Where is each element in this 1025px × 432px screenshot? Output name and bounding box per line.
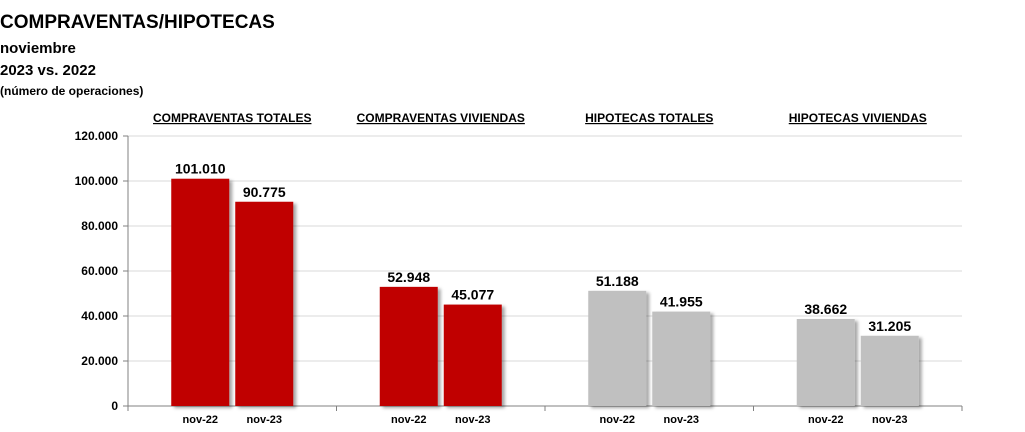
bar: [235, 201, 294, 406]
y-tick-label: 100.000: [75, 174, 119, 188]
y-tick-label: 80.000: [81, 219, 118, 233]
data-label: 51.188: [596, 273, 639, 289]
bar: [171, 178, 230, 406]
data-label: 101.010: [175, 161, 226, 177]
y-tick-label: 40.000: [81, 309, 118, 323]
chart-subtitle-units: (número de operaciones): [0, 84, 144, 98]
group-label: COMPRAVENTAS TOTALES: [153, 111, 311, 125]
data-label: 90.775: [243, 184, 286, 200]
chart-subtitle-month: noviembre: [0, 40, 76, 57]
category-label: nov-23: [247, 414, 282, 426]
data-label: 45.077: [451, 287, 494, 303]
category-label: nov-22: [391, 414, 426, 426]
y-tick-label: 60.000: [81, 264, 118, 278]
chart-title: COMPRAVENTAS/HIPOTECAS: [0, 12, 275, 33]
category-label: nov-22: [183, 414, 218, 426]
group-label: HIPOTECAS TOTALES: [585, 111, 713, 125]
data-label: 31.205: [868, 318, 911, 334]
y-tick-label: 120.000: [75, 129, 119, 143]
data-label: 38.662: [804, 301, 847, 317]
category-label: nov-23: [872, 414, 907, 426]
bar: [588, 290, 647, 406]
category-label: nov-23: [664, 414, 699, 426]
group-label: HIPOTECAS VIVIENDAS: [789, 111, 927, 125]
bar: [652, 311, 711, 406]
bar: [796, 319, 855, 406]
data-label: 41.955: [660, 294, 703, 310]
group-label: COMPRAVENTAS VIVIENDAS: [357, 111, 525, 125]
bar: [443, 304, 502, 406]
category-label: nov-22: [600, 414, 635, 426]
category-label: nov-22: [808, 414, 843, 426]
category-label: nov-23: [455, 414, 490, 426]
data-label: 52.948: [387, 269, 430, 285]
bar: [379, 286, 438, 406]
y-tick-label: 20.000: [81, 354, 118, 368]
bar: [860, 335, 919, 406]
chart-subtitle-years: 2023 vs. 2022: [0, 62, 96, 79]
y-tick-label: 0: [111, 399, 118, 413]
